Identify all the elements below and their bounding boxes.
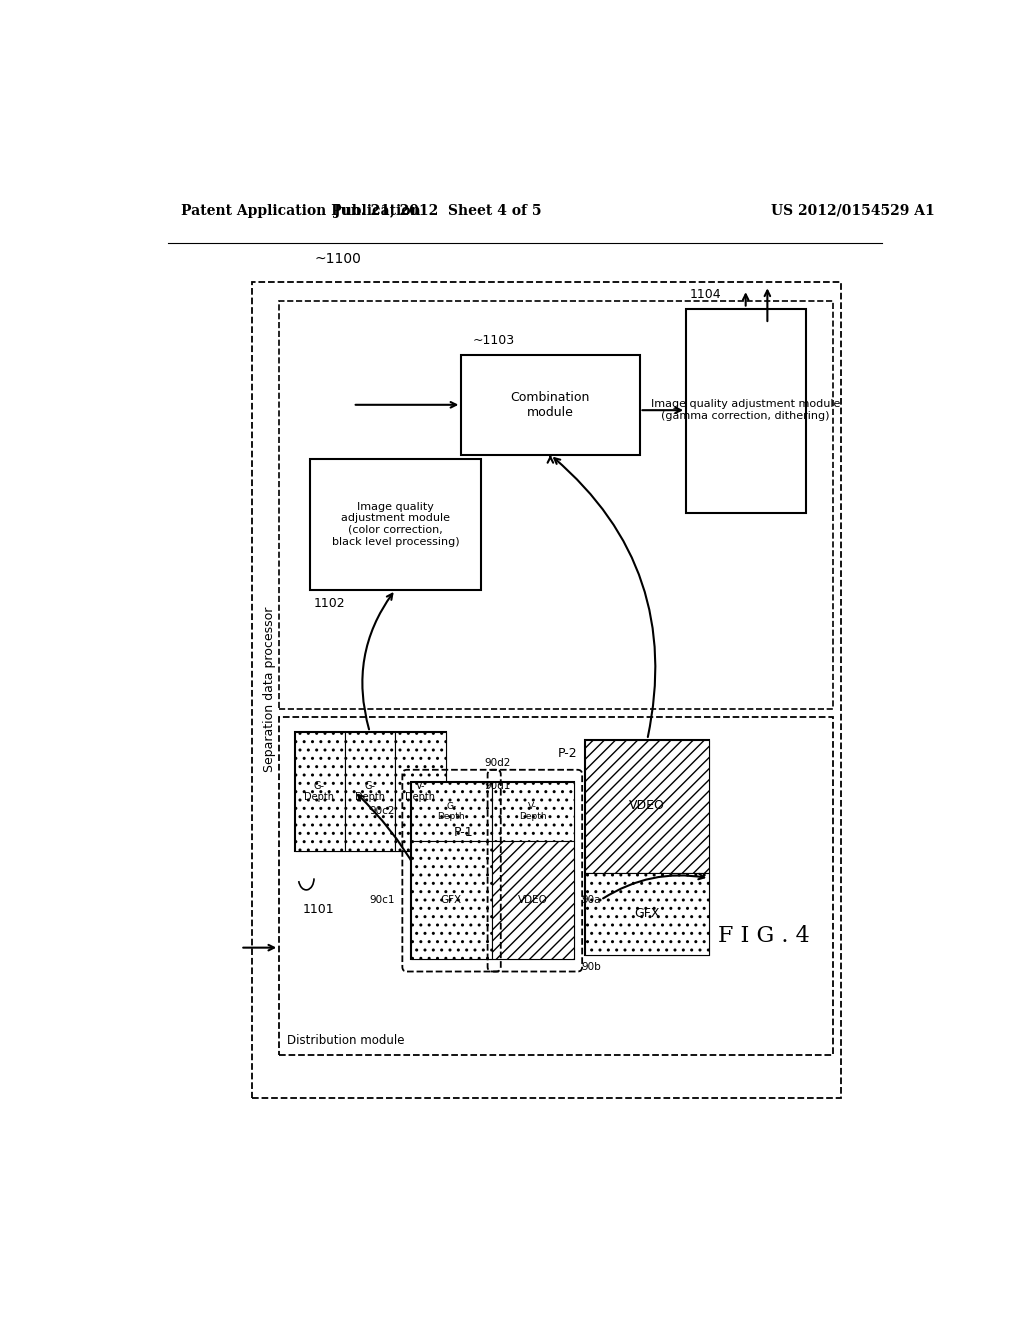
Text: 90b: 90b xyxy=(582,962,601,972)
Bar xyxy=(493,781,573,841)
Text: 90d1: 90d1 xyxy=(484,780,511,791)
Text: ~1100: ~1100 xyxy=(314,252,360,267)
Text: 1104: 1104 xyxy=(690,288,722,301)
Text: VDEO: VDEO xyxy=(630,800,666,813)
Bar xyxy=(586,739,710,873)
Bar xyxy=(586,873,710,956)
Bar xyxy=(280,301,834,709)
Text: Distribution module: Distribution module xyxy=(287,1034,404,1047)
Bar xyxy=(295,733,345,851)
Text: Combination
module: Combination module xyxy=(511,391,590,418)
Text: V-
Depth: V- Depth xyxy=(519,801,547,821)
Text: 90c1: 90c1 xyxy=(370,895,395,906)
Text: P-1: P-1 xyxy=(454,825,473,838)
Text: 1102: 1102 xyxy=(314,597,346,610)
Text: G-
Depth: G- Depth xyxy=(354,780,385,803)
Bar xyxy=(345,733,395,851)
Text: 90d2: 90d2 xyxy=(484,758,511,768)
Bar xyxy=(310,459,480,590)
Text: VDEO: VDEO xyxy=(517,895,548,906)
Bar xyxy=(586,739,710,956)
Text: V-
Depth: V- Depth xyxy=(406,780,435,803)
Text: 90c2: 90c2 xyxy=(370,807,395,816)
Text: 90a: 90a xyxy=(582,895,601,906)
Bar xyxy=(295,733,445,851)
Bar xyxy=(252,281,841,1098)
Text: US 2012/0154529 A1: US 2012/0154529 A1 xyxy=(771,203,935,218)
Bar xyxy=(686,309,806,512)
Text: Jun. 21, 2012  Sheet 4 of 5: Jun. 21, 2012 Sheet 4 of 5 xyxy=(334,203,542,218)
Text: ~1103: ~1103 xyxy=(473,334,515,347)
Text: Image quality
adjustment module
(color correction,
black level processing): Image quality adjustment module (color c… xyxy=(332,502,459,546)
Bar xyxy=(493,841,573,960)
Bar xyxy=(395,733,445,851)
Bar xyxy=(280,717,834,1056)
Text: F I G . 4: F I G . 4 xyxy=(718,925,809,948)
Bar xyxy=(411,781,573,960)
Text: G-
Depth: G- Depth xyxy=(304,780,335,803)
Bar xyxy=(461,355,640,455)
Text: Image quality adjustment module
(gamma correction, dithering): Image quality adjustment module (gamma c… xyxy=(651,400,841,421)
Text: GFX: GFX xyxy=(635,907,660,920)
Bar xyxy=(411,841,493,960)
Text: Separation data processor: Separation data processor xyxy=(262,607,275,772)
Text: 1101: 1101 xyxy=(302,903,334,916)
Text: G-
Depth: G- Depth xyxy=(437,801,465,821)
Text: GFX: GFX xyxy=(440,895,462,906)
Text: Patent Application Publication: Patent Application Publication xyxy=(180,203,420,218)
Bar xyxy=(411,781,493,841)
Text: P-2: P-2 xyxy=(558,747,578,760)
